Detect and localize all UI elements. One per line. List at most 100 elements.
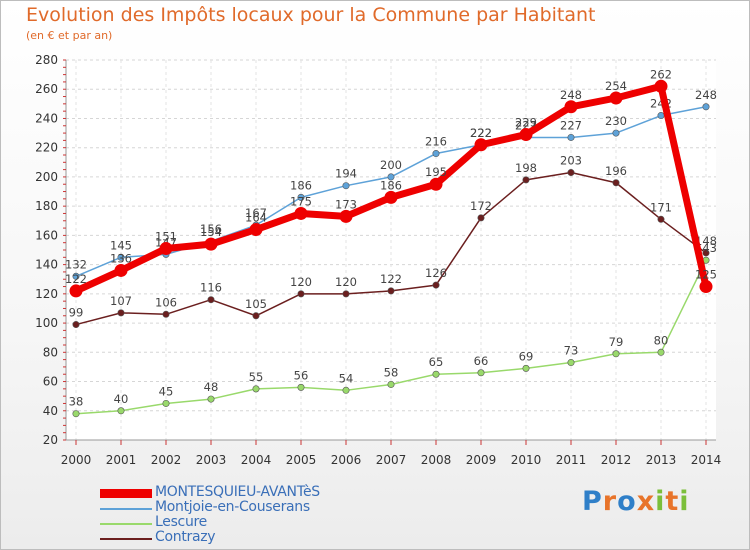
legend-swatch	[100, 538, 152, 540]
data-point-contrazy	[612, 179, 620, 187]
data-point-contrazy	[702, 249, 710, 257]
proxiti-logo: Proxiti	[582, 486, 690, 517]
legend-item: Montjoie-en-Couserans	[100, 499, 400, 516]
data-label-lescure: 73	[564, 344, 579, 358]
data-label-montjoie-en-couserans: 200	[380, 158, 402, 172]
x-tick-label: 2003	[196, 453, 227, 467]
data-label-contrazy: 172	[470, 199, 492, 213]
data-label-montesquieu-avant-s: 154	[200, 225, 222, 239]
data-label-montesquieu-avant-s: 222	[470, 126, 492, 140]
data-label-lescure: 38	[69, 395, 84, 409]
data-point-montjoie-en-couserans	[117, 253, 125, 261]
legend-swatch	[100, 523, 152, 525]
data-label-contrazy: 116	[200, 281, 222, 295]
data-label-montjoie-en-couserans: 167	[245, 206, 267, 220]
data-label-montjoie-en-couserans: 227	[560, 118, 582, 132]
data-point-montjoie-en-couserans	[432, 150, 440, 158]
x-tick-label: 2013	[646, 453, 677, 467]
data-point-montesquieu-avant-s	[159, 242, 173, 256]
logo-letter: x	[636, 486, 656, 517]
data-label-montjoie-en-couserans: 216	[425, 135, 447, 149]
data-point-montesquieu-avant-s	[609, 91, 623, 105]
x-tick-label: 2014	[691, 453, 722, 467]
data-point-lescure	[657, 348, 665, 356]
chart-subtitle: (en € et par an)	[26, 29, 113, 42]
data-point-contrazy	[72, 321, 80, 329]
data-point-montesquieu-avant-s	[699, 280, 713, 294]
data-label-contrazy: 203	[560, 154, 582, 168]
data-label-contrazy: 99	[69, 306, 84, 320]
data-point-lescure	[522, 364, 530, 372]
data-label-montesquieu-avant-s: 262	[650, 67, 672, 81]
data-point-contrazy	[657, 215, 665, 223]
data-label-montjoie-en-couserans: 156	[200, 222, 222, 236]
x-tick-label: 2007	[376, 453, 407, 467]
data-label-montesquieu-avant-s: 125	[695, 268, 717, 282]
data-label-montesquieu-avant-s: 175	[290, 194, 312, 208]
chart-title: Evolution des Impôts locaux pour la Comm…	[26, 4, 596, 26]
logo-letter: i	[679, 486, 690, 517]
data-label-montesquieu-avant-s: 164	[245, 211, 267, 225]
data-label-montesquieu-avant-s: 173	[335, 197, 357, 211]
data-point-contrazy	[522, 176, 530, 184]
data-point-lescure	[162, 399, 170, 407]
y-tick-label: 260	[35, 82, 58, 96]
data-point-contrazy	[342, 290, 350, 298]
data-label-lescure: 54	[339, 371, 354, 385]
logo-letter: r	[602, 486, 618, 517]
legend-swatch	[100, 489, 152, 498]
logo-letter: P	[582, 486, 603, 517]
data-point-contrazy	[207, 296, 215, 304]
data-label-lescure: 80	[654, 333, 669, 347]
data-point-montjoie-en-couserans	[387, 173, 395, 181]
legend-label: MONTESQUIEU-AVANTèS	[155, 484, 320, 500]
data-point-contrazy	[432, 281, 440, 289]
data-label-contrazy: 126	[425, 266, 447, 280]
data-label-montjoie-en-couserans: 230	[605, 114, 627, 128]
data-point-montjoie-en-couserans	[702, 103, 710, 111]
x-tick-label: 2002	[151, 453, 182, 467]
data-point-montjoie-en-couserans	[657, 112, 665, 120]
x-tick-label: 2001	[106, 453, 137, 467]
data-label-montesquieu-avant-s: 186	[380, 178, 402, 192]
data-point-lescure	[117, 407, 125, 415]
data-label-lescure: 56	[294, 368, 309, 382]
x-tick-label: 2005	[286, 453, 317, 467]
data-label-lescure: 58	[384, 365, 399, 379]
y-tick-label: 200	[35, 170, 58, 184]
y-tick-label: 120	[35, 287, 58, 301]
x-tick-label: 2004	[241, 453, 272, 467]
legend-label: Lescure	[155, 514, 207, 530]
data-label-contrazy: 120	[335, 275, 357, 289]
data-label-montesquieu-avant-s: 136	[110, 251, 132, 265]
data-point-montjoie-en-couserans	[297, 193, 305, 201]
data-point-montesquieu-avant-s	[114, 263, 128, 277]
data-point-montesquieu-avant-s	[339, 209, 353, 223]
data-point-montjoie-en-couserans	[612, 129, 620, 137]
data-label-contrazy: 122	[380, 272, 402, 286]
data-label-montjoie-en-couserans: 186	[290, 178, 312, 192]
y-tick-label: 100	[35, 316, 58, 330]
data-label-montjoie-en-couserans: 145	[110, 238, 132, 252]
data-point-lescure	[387, 380, 395, 388]
data-point-montesquieu-avant-s	[564, 100, 578, 114]
data-point-montesquieu-avant-s	[294, 206, 308, 220]
data-label-montesquieu-avant-s: 248	[560, 88, 582, 102]
data-point-contrazy	[252, 312, 260, 320]
data-point-lescure	[567, 359, 575, 367]
logo-letter: i	[655, 486, 666, 517]
data-point-contrazy	[567, 169, 575, 177]
data-point-lescure	[252, 385, 260, 393]
legend-swatch	[100, 508, 152, 510]
data-label-montjoie-en-couserans: 132	[65, 257, 87, 271]
y-tick-label: 280	[35, 53, 58, 67]
data-label-contrazy: 198	[515, 161, 537, 175]
data-point-lescure	[297, 383, 305, 391]
data-point-lescure	[432, 370, 440, 378]
x-tick-label: 2010	[511, 453, 542, 467]
data-point-montjoie-en-couserans	[567, 133, 575, 141]
logo-letter: t	[665, 486, 680, 517]
data-point-montjoie-en-couserans	[72, 272, 80, 280]
data-label-lescure: 40	[114, 392, 129, 406]
data-label-contrazy: 171	[650, 200, 672, 214]
